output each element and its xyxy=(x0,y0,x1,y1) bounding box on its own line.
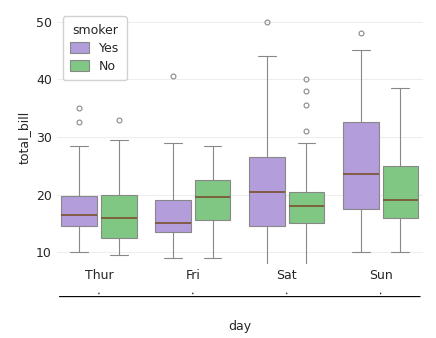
Bar xyxy=(101,194,136,238)
Y-axis label: total_bill: total_bill xyxy=(17,110,30,164)
Bar xyxy=(155,200,191,232)
Bar xyxy=(382,166,418,218)
Bar xyxy=(61,196,97,226)
Bar xyxy=(249,157,285,226)
Bar xyxy=(195,180,230,220)
Bar xyxy=(343,122,379,209)
Legend: Yes, No: Yes, No xyxy=(63,16,127,80)
X-axis label: day: day xyxy=(228,320,252,333)
Bar xyxy=(289,192,324,223)
